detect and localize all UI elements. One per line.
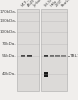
Text: 70kDa-: 70kDa- xyxy=(2,42,16,46)
Text: 293T: 293T xyxy=(55,0,64,8)
Bar xyxy=(41,9,67,91)
Text: Jurkat: Jurkat xyxy=(33,0,43,8)
Text: Raw264.7: Raw264.7 xyxy=(61,0,76,8)
Text: TBL1X: TBL1X xyxy=(69,54,78,58)
Text: 170kDa-: 170kDa- xyxy=(0,10,16,14)
Bar xyxy=(17,9,39,91)
Text: 100kDa-: 100kDa- xyxy=(0,30,16,34)
Text: MCF-7: MCF-7 xyxy=(20,0,31,8)
Bar xyxy=(55,55,60,57)
Text: 40kDa-: 40kDa- xyxy=(2,72,16,76)
Bar xyxy=(21,55,25,57)
Text: Hela: Hela xyxy=(49,0,58,8)
Bar xyxy=(44,72,48,76)
Bar xyxy=(50,55,54,57)
Bar xyxy=(27,55,32,57)
Text: A549: A549 xyxy=(26,0,36,8)
Text: 130kDa-: 130kDa- xyxy=(0,19,16,23)
Bar xyxy=(61,55,66,57)
Text: SH-SY5Y: SH-SY5Y xyxy=(43,0,57,8)
Bar xyxy=(44,55,48,57)
Text: 55kDa-: 55kDa- xyxy=(2,54,16,58)
